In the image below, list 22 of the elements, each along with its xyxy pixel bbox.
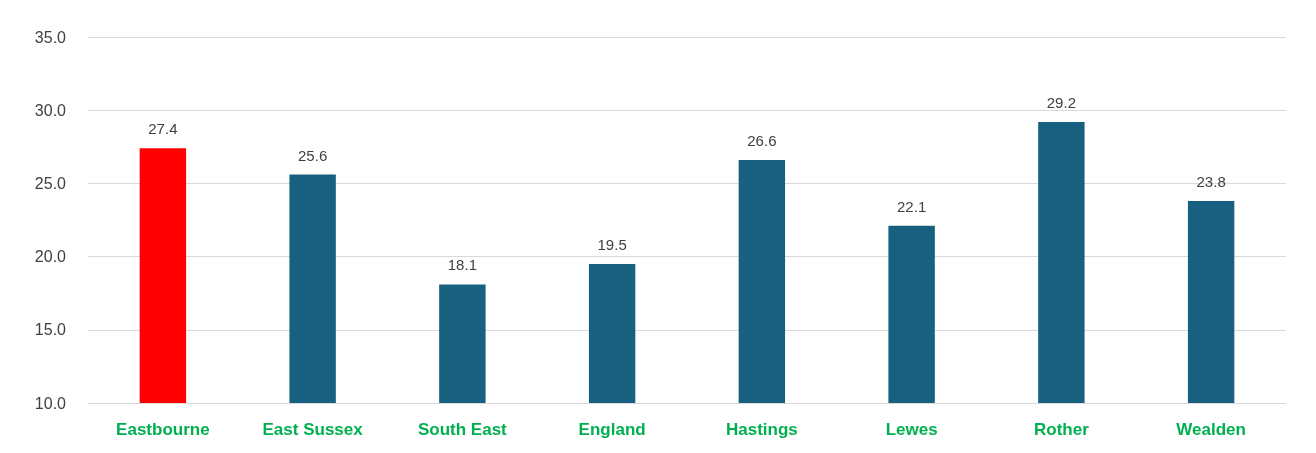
x-tick-label: Hastings (725, 420, 798, 439)
y-tick-label: 10.0 (34, 394, 67, 412)
data-label: 22.1 (897, 197, 927, 215)
data-label: 26.6 (747, 131, 777, 149)
y-tick-label: 15.0 (34, 321, 67, 339)
data-label: 27.4 (148, 120, 178, 138)
data-label: 23.8 (1196, 172, 1226, 190)
x-tick-label: South East (417, 420, 508, 439)
data-label: 25.6 (298, 146, 328, 164)
data-label: 29.2 (1046, 93, 1076, 111)
data-label: 19.5 (597, 235, 627, 253)
x-tick-label: Rother (1033, 420, 1090, 439)
y-tick-label: 20.0 (34, 248, 67, 266)
data-label: 18.1 (447, 256, 477, 274)
x-tick-label: England (578, 420, 646, 439)
x-tick-label: Wealden (1176, 420, 1246, 439)
x-tick-label: Lewes (885, 420, 938, 439)
x-tick-label: Eastbourne (116, 420, 210, 439)
y-tick-label: 30.0 (34, 101, 67, 119)
y-tick-label: 35.0 (34, 28, 67, 46)
y-tick-label: 25.0 (34, 174, 67, 192)
x-tick-label: East Sussex (262, 420, 364, 439)
